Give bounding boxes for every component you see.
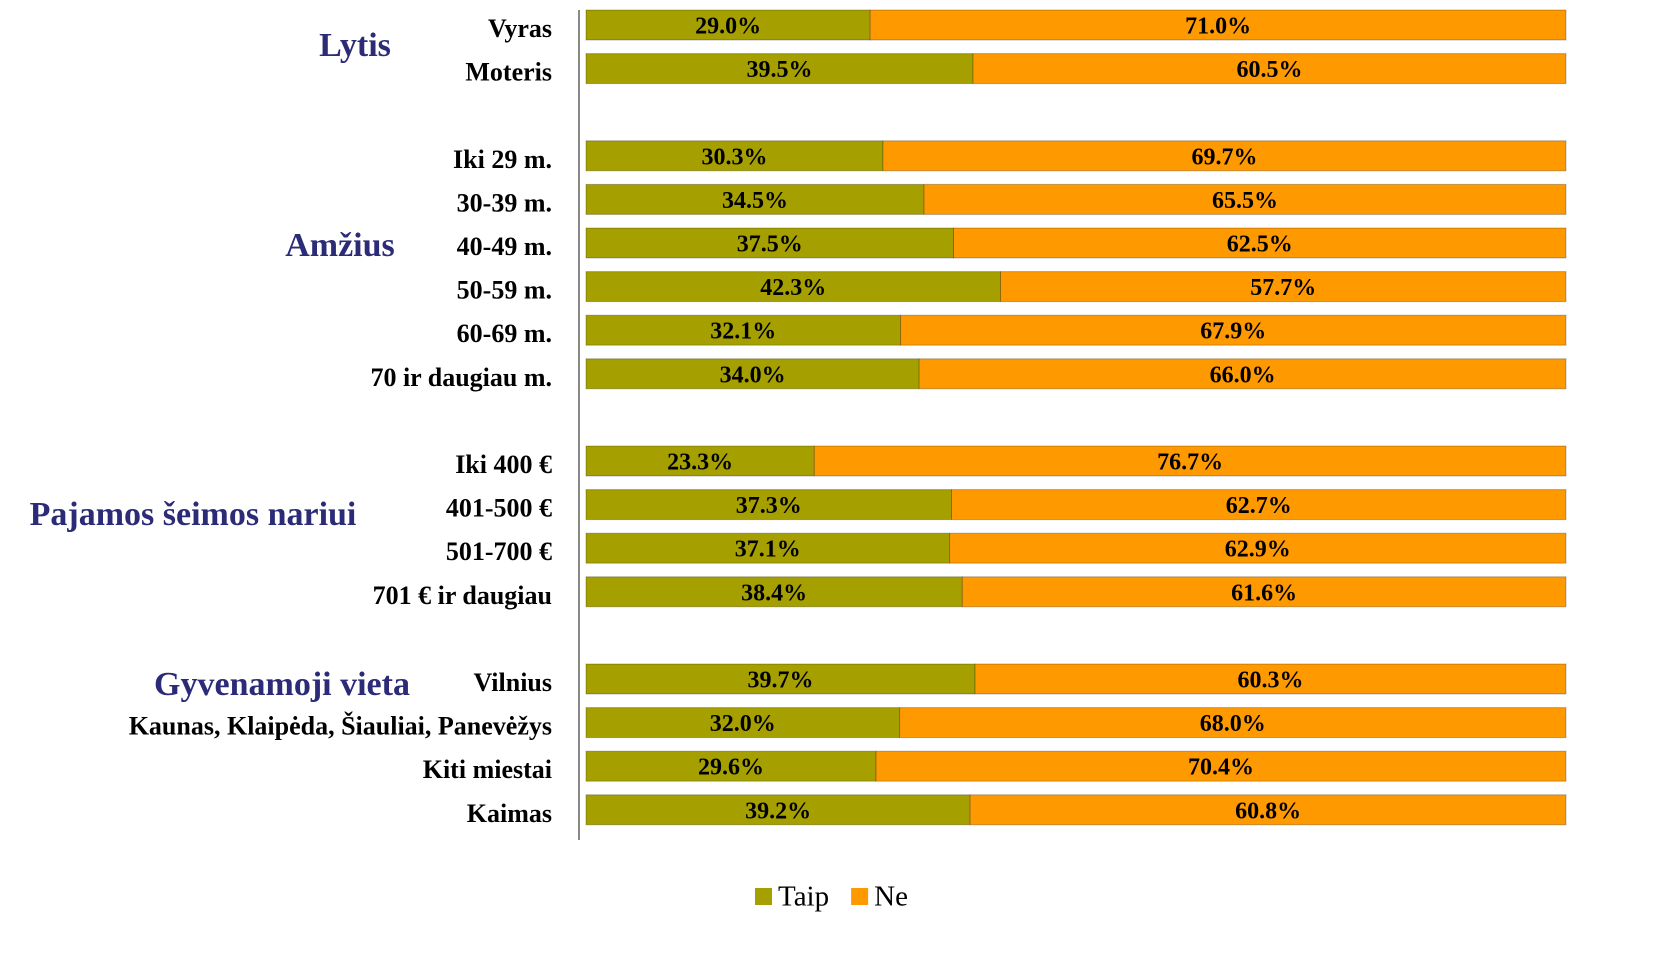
category-label: Iki 29 m. xyxy=(453,145,552,174)
data-label: 39.5% xyxy=(747,57,813,83)
legend-swatch xyxy=(851,888,869,905)
category-label: 701 € ir daugiau xyxy=(373,581,552,610)
category-label: Kiti miestai xyxy=(423,755,552,784)
data-label: 61.6% xyxy=(1231,580,1297,606)
data-label: 42.3% xyxy=(760,275,826,301)
data-label: 68.0% xyxy=(1200,711,1266,737)
category-label: Kaimas xyxy=(467,799,552,828)
bar-segment xyxy=(585,750,877,782)
data-label: 23.3% xyxy=(667,450,733,476)
data-label: 57.7% xyxy=(1250,275,1316,301)
category-label: Iki 400 € xyxy=(455,450,552,479)
category-label: 40-49 m. xyxy=(457,232,552,261)
data-label: 60.8% xyxy=(1235,798,1301,824)
bar-segment xyxy=(585,794,971,826)
data-label: 32.1% xyxy=(710,319,776,345)
bar-segment xyxy=(953,227,1567,259)
data-label: 39.7% xyxy=(748,668,814,694)
bar-segment xyxy=(974,663,1567,695)
category-label: Moteris xyxy=(465,58,552,87)
bar-segment xyxy=(900,314,1567,346)
bar-segment xyxy=(961,576,1567,608)
data-label: 60.3% xyxy=(1238,668,1304,694)
category-label: 401-500 € xyxy=(446,494,552,523)
data-label: 62.7% xyxy=(1226,493,1292,519)
bar-segment xyxy=(813,445,1567,477)
bar-segment xyxy=(923,183,1567,215)
data-label: 29.0% xyxy=(695,14,761,40)
data-label: 38.4% xyxy=(741,580,807,606)
data-label: 66.0% xyxy=(1210,362,1276,388)
legend-label: Ne xyxy=(874,881,908,913)
data-label: 60.5% xyxy=(1237,57,1303,83)
data-label: 37.1% xyxy=(735,537,801,563)
bar-segment xyxy=(918,358,1567,390)
bar-segment xyxy=(585,663,976,695)
group-label: Pajamos šeimos nariui xyxy=(30,496,357,533)
category-label: Kaunas, Klaipėda, Šiauliai, Panevėžys xyxy=(129,712,552,741)
data-label: 37.5% xyxy=(737,232,803,258)
data-label: 39.2% xyxy=(745,798,811,824)
bar-segment xyxy=(585,576,963,608)
data-label: 29.6% xyxy=(698,755,764,781)
category-label: 60-69 m. xyxy=(457,319,552,348)
category-label: 50-59 m. xyxy=(457,276,552,305)
bar-segment xyxy=(869,9,1567,41)
data-label: 69.7% xyxy=(1191,144,1257,170)
data-label: 32.0% xyxy=(710,711,776,737)
legend-swatch xyxy=(755,888,772,905)
bar-segment xyxy=(1000,271,1567,303)
bar-segment xyxy=(585,227,954,259)
bar-segment xyxy=(585,532,951,564)
bar-segment xyxy=(585,314,902,346)
bar-segment xyxy=(951,489,1567,521)
bar-segment xyxy=(585,489,953,521)
data-label: 67.9% xyxy=(1200,319,1266,345)
data-label: 30.3% xyxy=(701,144,767,170)
category-label: Vyras xyxy=(488,14,552,43)
bar-segment xyxy=(899,707,1567,739)
bar-segment xyxy=(585,445,815,477)
group-label: Lytis xyxy=(319,27,391,64)
bar-segment xyxy=(585,358,920,390)
bar-segment xyxy=(585,53,974,85)
bar-segment xyxy=(972,53,1567,85)
bar-segment xyxy=(949,532,1567,564)
category-label: 70 ir daugiau m. xyxy=(370,363,552,392)
category-label: Vilnius xyxy=(473,668,552,697)
group-label: Gyvenamoji vieta xyxy=(154,666,410,703)
data-label: 37.3% xyxy=(736,493,802,519)
bar-segment xyxy=(882,140,1567,172)
data-label: 71.0% xyxy=(1185,14,1251,40)
category-label: 501-700 € xyxy=(446,537,552,566)
bar-segment xyxy=(585,707,901,739)
data-label: 62.5% xyxy=(1227,232,1293,258)
legend-label: Taip xyxy=(778,881,829,913)
group-label: Amžius xyxy=(285,227,395,264)
category-label: 30-39 m. xyxy=(457,188,552,217)
bar-segment xyxy=(969,794,1567,826)
data-label: 65.5% xyxy=(1212,188,1278,214)
data-label: 34.0% xyxy=(720,362,786,388)
bar-segment xyxy=(585,271,1002,303)
bar-segment xyxy=(875,750,1567,782)
data-label: 34.5% xyxy=(722,188,788,214)
data-label: 76.7% xyxy=(1157,450,1223,476)
data-label: 70.4% xyxy=(1188,755,1254,781)
data-label: 62.9% xyxy=(1225,537,1291,563)
